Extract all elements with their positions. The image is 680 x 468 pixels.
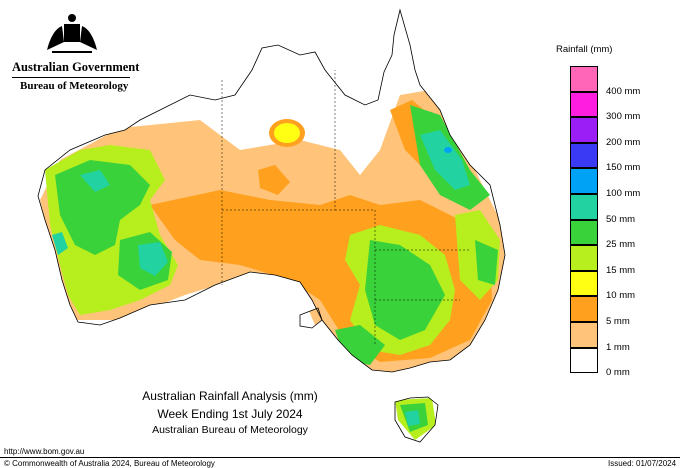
legend-label: 1 mm — [606, 341, 630, 353]
legend-swatch — [570, 142, 598, 169]
caption-title: Australian Rainfall Analysis (mm) — [142, 389, 318, 403]
legend-swatch — [570, 91, 598, 118]
legend-swatch — [570, 194, 598, 220]
legend-label: 300 mm — [606, 111, 641, 123]
bureau-title: Bureau of Meteorology — [20, 80, 129, 92]
footer-url[interactable]: http://www.bom.gov.au — [4, 447, 85, 456]
caption-agency: Australian Bureau of Meteorology — [152, 424, 308, 436]
footer-divider — [0, 457, 680, 458]
government-title: Australian Government — [12, 60, 140, 74]
legend-label: 25 mm — [606, 239, 636, 251]
header-divider — [12, 77, 130, 78]
legend-title: Rainfall (mm) — [556, 44, 613, 55]
footer-copyright: © Commonwealth of Australia 2024, Bureau… — [4, 459, 215, 468]
legend-swatch — [570, 296, 598, 322]
legend-swatch — [570, 117, 598, 143]
legend-label: 50 mm — [606, 213, 636, 225]
legend-label: 400 mm — [606, 85, 641, 97]
legend-swatch — [570, 270, 598, 297]
legend-swatch — [570, 347, 598, 374]
legend-swatch — [570, 245, 598, 271]
legend-swatch — [570, 219, 598, 246]
coat-of-arms-icon — [42, 12, 102, 56]
footer-issued: Issued: 01/07/2024 — [608, 459, 677, 468]
legend-label: 15 mm — [606, 264, 636, 276]
legend-label: 200 mm — [606, 136, 641, 148]
legend-label: 150 mm — [606, 162, 641, 174]
caption-date: Week Ending 1st July 2024 — [157, 407, 303, 421]
legend-label: 5 mm — [606, 316, 630, 327]
legend-swatch — [570, 66, 598, 92]
legend-label: 100 mm — [606, 188, 641, 199]
legend-label: 10 mm — [606, 290, 636, 302]
legend-label: 0 mm — [606, 367, 630, 379]
legend-swatch — [570, 322, 598, 348]
legend-swatch — [570, 168, 598, 194]
